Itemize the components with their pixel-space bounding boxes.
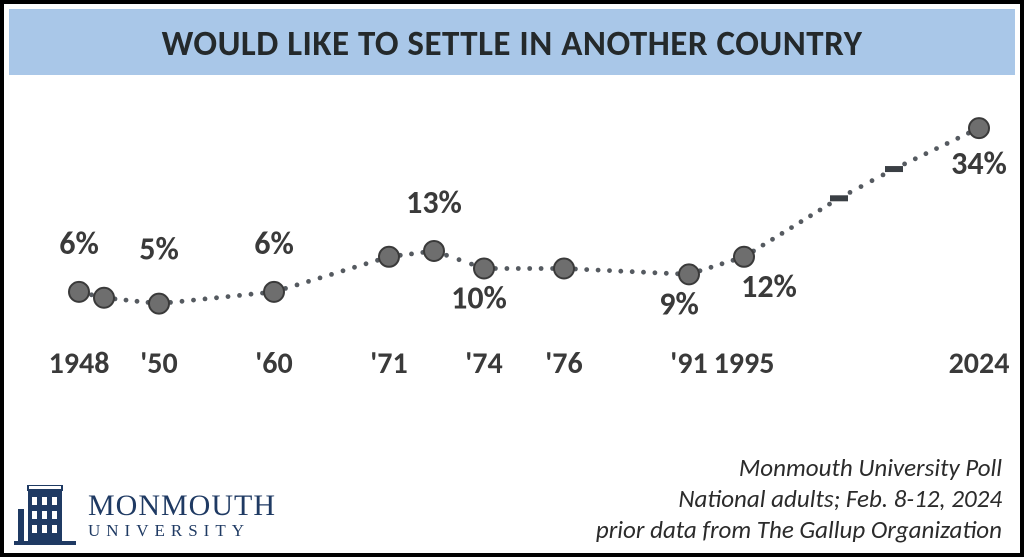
logo-text: MONMOUTH UNIVERSITY: [88, 490, 276, 539]
x-axis-label: '71: [370, 345, 407, 382]
monmouth-logo: MONMOUTH UNIVERSITY: [14, 485, 276, 545]
x-axis-label: '74: [465, 345, 502, 382]
data-tick-marker: [885, 166, 903, 172]
x-axis-label: '76: [545, 345, 582, 382]
chart-plot-area: 6% 5% 6% 13% 10% 9% 12% 34%: [9, 75, 1015, 345]
data-point-marker: [734, 247, 754, 267]
data-point-marker: [424, 241, 444, 261]
data-point-marker: [679, 264, 699, 284]
x-axis-label: '91: [670, 345, 707, 382]
x-axis-label: 2024: [949, 345, 1010, 382]
source-attribution: Monmouth University Poll National adults…: [596, 452, 1002, 545]
source-line-1: Monmouth University Poll: [596, 452, 1002, 483]
logo-main-text: MONMOUTH: [88, 490, 276, 522]
source-line-3: prior data from The Gallup Organization: [596, 514, 1002, 545]
source-line-2: National adults; Feb. 8-12, 2024: [596, 483, 1002, 514]
x-axis-labels: 1948 '50 '60 '71 '74 '76 '911995 2024: [9, 345, 1015, 385]
line-chart-svg: 6% 5% 6% 13% 10% 9% 12% 34%: [9, 75, 1015, 345]
data-point-label: 10%: [451, 279, 507, 318]
data-point-marker: [69, 282, 89, 302]
data-point-marker: [969, 118, 989, 138]
x-axis-label: 1948: [49, 345, 110, 382]
data-point-label: 12%: [741, 267, 797, 306]
logo-sub-text: UNIVERSITY: [88, 522, 276, 540]
chart-footer: MONMOUTH UNIVERSITY Monmouth University …: [14, 452, 1002, 545]
data-point-label: 9%: [659, 284, 699, 323]
data-point-marker: [94, 288, 114, 308]
data-point-label: 6%: [254, 224, 294, 263]
data-point-marker: [149, 294, 169, 314]
data-point-marker: [379, 247, 399, 267]
data-tick-marker: [830, 195, 848, 201]
data-point-marker: [264, 282, 284, 302]
data-point-label: 34%: [951, 144, 1007, 183]
chart-frame: WOULD LIKE TO SETTLE IN ANOTHER COUNTRY …: [0, 0, 1024, 557]
chart-title: WOULD LIKE TO SETTLE IN ANOTHER COUNTRY: [9, 9, 1015, 75]
data-point-label: 6%: [59, 224, 99, 263]
data-point-label: 5%: [139, 230, 179, 269]
university-building-icon: [14, 485, 76, 545]
data-point-marker: [474, 259, 494, 279]
data-point-label: 13%: [406, 183, 462, 222]
data-point-marker: [554, 259, 574, 279]
x-axis-label: 1995: [714, 345, 775, 382]
x-axis-label: '60: [255, 345, 292, 382]
x-axis-label: '50: [140, 345, 177, 382]
